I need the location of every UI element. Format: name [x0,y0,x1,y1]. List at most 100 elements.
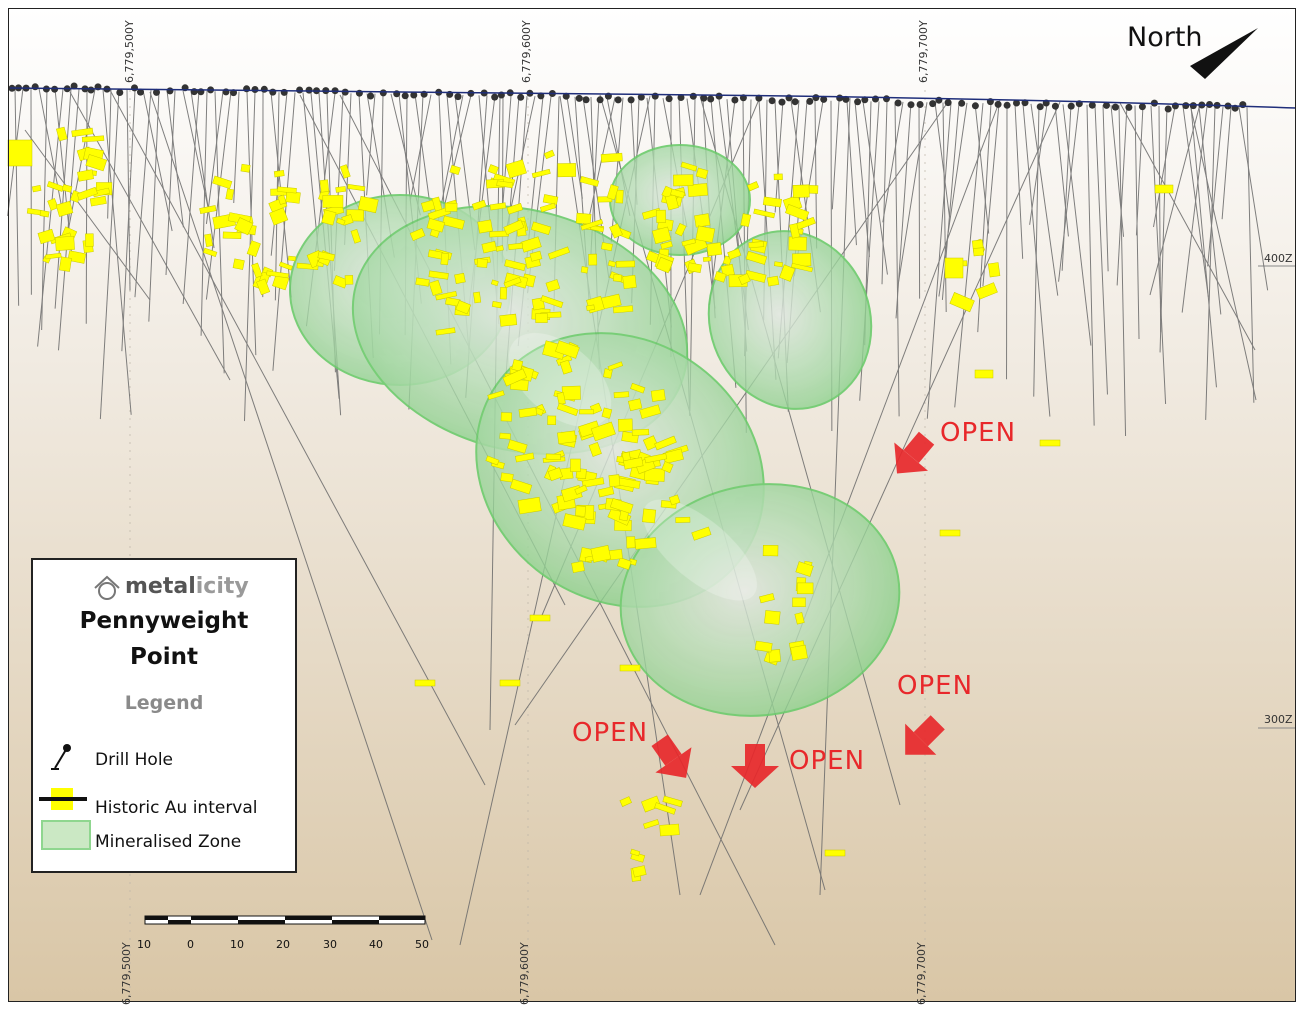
au-interval [504,259,526,272]
au-interval [675,516,691,524]
drill-hole-trace [190,90,215,249]
scale-tick-label: 0 [187,938,194,951]
au-interval [974,369,994,379]
drill-hole-trace [1062,104,1092,346]
au-interval [540,295,564,309]
northing-label-top: 6,779,500Y [123,20,136,83]
au-interval [597,486,615,498]
au-interval [347,184,366,192]
au-interval [785,203,810,221]
drill-hole-trace [881,101,888,285]
drill-hole-trace [1181,106,1208,313]
au-interval [579,409,594,415]
legend-item-mineralised: Mineralised Zone [95,832,242,852]
au-interval [505,159,527,179]
au-interval [499,286,508,300]
drill-hole-trace [974,102,990,234]
au-interval [748,241,765,249]
au-interval [662,795,683,808]
au-interval [795,561,814,577]
au-interval [58,256,72,272]
drill-hole-trace [1205,106,1216,420]
collar-marker [355,89,363,97]
au-interval [454,272,466,284]
drill-hole-trace [85,89,88,324]
au-interval [317,251,336,262]
au-interval [277,194,287,205]
au-interval [545,453,561,460]
collar-marker [1088,101,1096,109]
au-interval [31,185,42,193]
au-interval [543,149,555,160]
au-interval [487,390,505,400]
drill-hole-trace [1190,106,1217,388]
drill-hole-trace [109,89,486,786]
drill-hole-trace [1135,105,1144,236]
au-interval [575,212,592,225]
legend-item-historic-au: Historic Au interval [95,798,258,818]
au-interval [664,194,679,211]
open-label: OPEN [572,718,649,748]
collar-marker [665,95,673,103]
au-interval [555,340,580,359]
au-interval [796,582,814,595]
collar-marker [131,84,138,92]
legend-item-drill-hole: Drill Hole [95,750,174,770]
brand-logo-dark: metal [125,574,196,599]
drill-hole-trace [854,101,870,258]
au-interval [944,257,964,279]
au-interval [727,248,742,260]
au-interval [54,235,75,251]
au-interval [590,544,612,563]
au-interval [256,278,271,296]
au-interval [269,207,289,226]
au-interval [695,225,716,243]
collar-marker [689,92,697,100]
au-interval [500,412,513,422]
au-interval [680,161,698,172]
au-interval [246,240,261,258]
au-interval [81,135,105,143]
au-interval [632,865,647,878]
au-interval [759,593,775,604]
au-interval [559,359,573,375]
drill-hole-trace [54,88,72,309]
au-interval [794,612,805,625]
brand-logo: metalicity [125,574,249,599]
project-title-line2: Point [130,644,198,670]
au-interval [789,223,801,239]
collar-marker [491,93,499,101]
au-interval [547,467,563,482]
au-interval [562,513,587,531]
au-interval [762,196,782,208]
collar-marker [596,96,604,104]
drill-hole-trace [1221,106,1232,220]
collar-marker [1125,103,1133,111]
au-interval [529,250,543,262]
au-interval [76,186,98,201]
collar-marker [367,92,375,100]
au-interval [617,557,632,570]
drill-hole-trace [1094,104,1108,395]
au-interval [350,229,362,244]
au-interval [431,196,443,212]
au-interval [580,266,589,274]
collar-marker [31,83,39,91]
collar-marker [153,88,160,96]
drill-hole-trace [1207,106,1224,267]
drill-hole-trace [1158,105,1162,333]
au-interval [225,188,235,201]
au-interval [607,260,617,268]
au-interval [491,301,502,309]
au-interval [335,186,347,193]
au-interval [531,168,551,179]
au-interval [444,202,458,212]
collar-marker [768,97,776,105]
au-interval [506,202,524,215]
drill-hole-trace [148,90,160,322]
au-interval [428,270,449,280]
collar-marker [582,96,590,104]
collar-marker [778,98,786,106]
collar-marker [1036,103,1044,111]
